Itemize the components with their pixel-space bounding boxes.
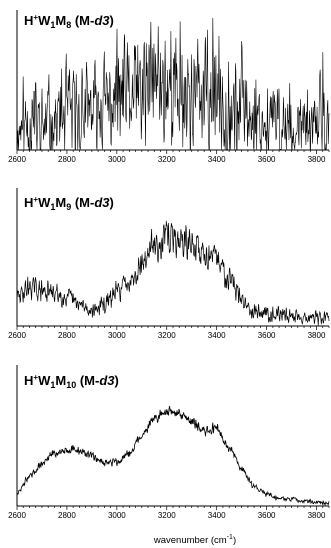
title-m: M [55, 373, 66, 388]
title-d3: d3 [94, 13, 110, 28]
title-rest-open: (M- [71, 13, 94, 28]
title-w-sub: 1 [50, 202, 55, 212]
panel-1-tick-label: 3000 [108, 155, 126, 164]
panel-3-spectrum-line [16, 405, 330, 506]
title-w-sub: 1 [50, 20, 55, 30]
panel-2-tick-labels: 2600 2800 3000 3200 3400 3600 3800 [8, 331, 326, 340]
title-w: W [38, 373, 51, 388]
title-h: H [24, 13, 33, 28]
panel-3-title: H+W1M10 (M-d3) [24, 373, 119, 390]
x-axis-label-sup: -1 [227, 534, 233, 541]
panel-2-tick-label: 3400 [208, 331, 226, 340]
panel-2: 2600 2800 3000 3200 3400 3600 3800 H+W1M… [8, 188, 330, 340]
title-plus: + [33, 195, 38, 204]
panel-2-spectrum-line [16, 220, 330, 326]
title-plus: + [33, 13, 38, 22]
title-plus: + [33, 373, 38, 382]
panel-1: 2600 2800 3000 3200 3400 3600 3800 H+W1M… [8, 10, 330, 164]
title-d3: d3 [99, 373, 115, 388]
panel-1-tick-label: 3800 [308, 155, 326, 164]
panel-2-tick-label: 2800 [58, 331, 76, 340]
panel-2-tick-label: 2600 [8, 331, 26, 340]
panel-1-axes: 2600 2800 3000 3200 3400 3600 3800 [8, 10, 330, 164]
panel-2-ticks [16, 326, 330, 330]
panel-2-tick-label: 3600 [258, 331, 276, 340]
panel-3-tick-label: 3400 [208, 511, 226, 520]
panel-3-tick-label: 3600 [258, 511, 276, 520]
panel-1-title: H+W1M8 (M-d3) [24, 13, 114, 30]
panel-2-title: H+W1M9 (M-d3) [24, 195, 114, 212]
title-m-sub: 10 [66, 380, 76, 390]
panel-1-ticks [16, 150, 330, 154]
panel-2-axes: 2600 2800 3000 3200 3400 3600 3800 [8, 188, 330, 340]
title-rest-open: (M- [76, 373, 99, 388]
panel-3-axes: 2600 2800 3000 3200 3400 3600 3800 [8, 365, 330, 520]
title-rest-open: (M- [71, 195, 94, 210]
title-m: M [55, 13, 66, 28]
panel-1-spectrum-line [16, 18, 330, 151]
panel-2-tick-label: 3000 [108, 331, 126, 340]
title-w: W [38, 13, 51, 28]
title-w: W [38, 195, 51, 210]
panel-3-tick-labels: 2600 2800 3000 3200 3400 3600 3800 [8, 511, 326, 520]
x-axis-label-close: ) [233, 535, 236, 546]
panel-3-tick-label: 3000 [108, 511, 126, 520]
panel-2-tick-label: 3200 [158, 331, 176, 340]
title-w-sub: 1 [50, 380, 55, 390]
panel-3: 2600 2800 3000 3200 3400 3600 3800 H+W1M… [8, 365, 330, 520]
panel-1-tick-label: 2600 [8, 155, 26, 164]
panel-3-tick-label: 3200 [158, 511, 176, 520]
x-axis-label-base: wavenumber (cm [153, 535, 227, 546]
panel-2-tick-label: 3800 [308, 331, 326, 340]
panel-1-tick-label: 2800 [58, 155, 76, 164]
panel-1-tick-label: 3600 [258, 155, 276, 164]
title-m: M [55, 195, 66, 210]
panel-3-tick-label: 2800 [58, 511, 76, 520]
title-m-sub: 8 [66, 20, 71, 30]
panel-1-tick-labels: 2600 2800 3000 3200 3400 3600 3800 [8, 155, 326, 164]
panel-3-tick-label: 3800 [308, 511, 326, 520]
title-d3: d3 [94, 195, 110, 210]
title-h: H [24, 195, 33, 210]
title-rest-close: ) [115, 373, 119, 388]
panel-3-tick-label: 2600 [8, 511, 26, 520]
title-m-sub: 9 [66, 202, 71, 212]
title-rest-close: ) [110, 195, 114, 210]
panel-1-tick-label: 3200 [158, 155, 176, 164]
title-rest-close: ) [110, 13, 114, 28]
panel-1-tick-label: 3400 [208, 155, 226, 164]
x-axis-label: wavenumber (cm-1) [153, 534, 236, 546]
panel-3-ticks [16, 506, 330, 510]
title-h: H [24, 373, 33, 388]
